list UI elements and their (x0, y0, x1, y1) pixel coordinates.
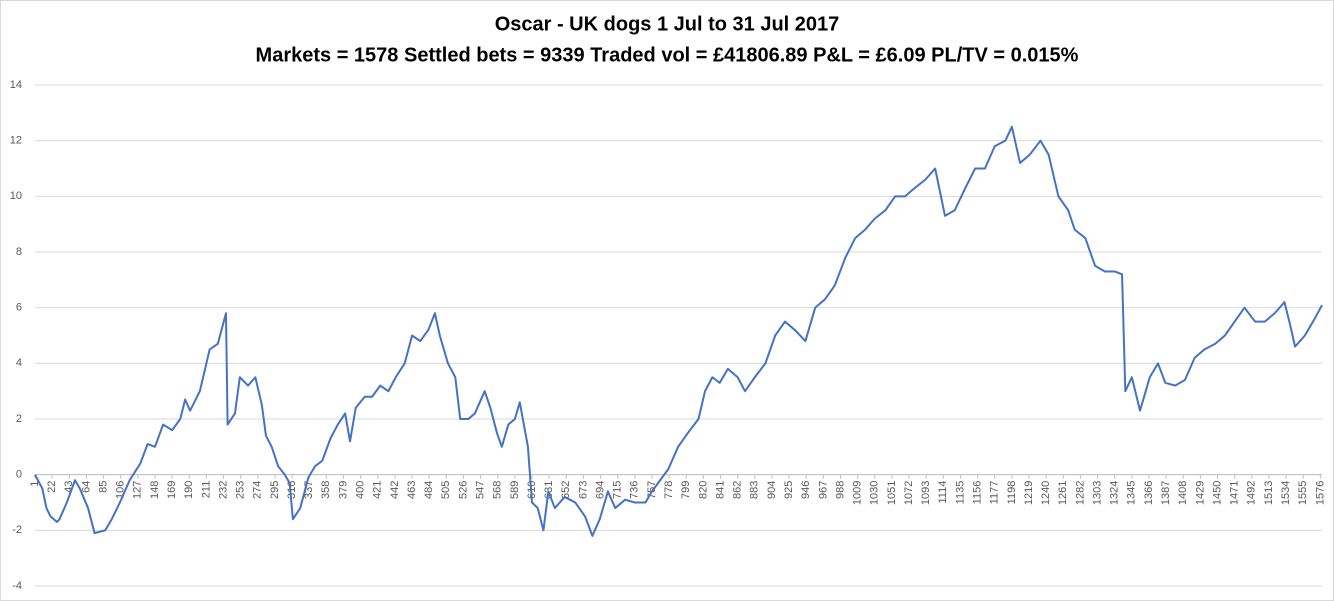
x-tick-label: 64 (80, 481, 92, 493)
x-tick-label: 421 (372, 481, 384, 499)
y-tick-label: 8 (16, 246, 22, 258)
x-tick-label: 883 (749, 481, 761, 499)
x-tick-label: 736 (629, 481, 641, 499)
x-tick-label: 547 (475, 481, 487, 499)
x-tick-label: 925 (783, 481, 795, 499)
x-tick-label: 190 (183, 481, 195, 499)
x-tick-label: 211 (200, 481, 212, 499)
x-tick-label: 652 (560, 481, 572, 499)
x-tick-label: 820 (697, 481, 709, 499)
x-tick-label: 967 (817, 481, 829, 499)
x-tick-label: 1009 (852, 481, 864, 505)
x-tick-label: 1282 (1074, 481, 1086, 505)
x-tick-label: 1240 (1040, 481, 1052, 505)
x-tick-label: 295 (269, 481, 281, 499)
x-tick-label: 1 (29, 481, 41, 487)
x-tick-label: 1219 (1023, 481, 1035, 505)
x-tick-label: 232 (217, 481, 229, 499)
x-tick-label: 589 (509, 481, 521, 499)
x-tick-label: 1135 (954, 481, 966, 505)
x-tick-label: 1429 (1194, 481, 1206, 505)
x-tick-label: 1534 (1280, 481, 1292, 505)
x-tick-label: 358 (320, 481, 332, 499)
x-tick-label: 946 (800, 481, 812, 499)
y-tick-label: -2 (12, 524, 22, 536)
x-tick-label: 484 (423, 481, 435, 499)
x-tick-label: 1051 (886, 481, 898, 505)
chart-subtitle: Markets = 1578 Settled bets = 9339 Trade… (256, 44, 1079, 66)
x-tick-label: 1093 (920, 481, 932, 505)
x-tick-label: 1387 (1160, 481, 1172, 505)
x-tick-label: 799 (680, 481, 692, 499)
y-tick-label: -4 (12, 580, 22, 592)
x-tick-label: 1156 (972, 481, 984, 505)
x-tick-label: 1303 (1091, 481, 1103, 505)
x-tick-label: 253 (235, 481, 247, 499)
x-tick-label: 778 (663, 481, 675, 499)
x-tick-label: 1345 (1126, 481, 1138, 505)
x-tick-label: 379 (337, 481, 349, 499)
x-tick-label: 148 (149, 481, 161, 499)
x-tick-label: 1114 (937, 481, 949, 504)
x-tick-label: 463 (406, 481, 418, 499)
x-tick-label: 1513 (1263, 481, 1275, 505)
data-line (34, 125, 1323, 537)
y-tick-label: 0 (16, 469, 22, 481)
y-tick-label: 6 (16, 302, 22, 314)
x-tick-label: 127 (132, 481, 144, 499)
x-tick-label: 1471 (1229, 481, 1241, 505)
x-tick-label: 1261 (1057, 481, 1069, 505)
x-tick-label: 673 (577, 481, 589, 499)
y-tick-label: 4 (16, 357, 22, 369)
y-tick-label: 2 (16, 413, 22, 425)
x-tick-label: 1450 (1211, 481, 1223, 505)
x-tick-label: 526 (457, 481, 469, 499)
x-tick-label: 1198 (1006, 481, 1018, 505)
x-tick-label: 316 (286, 481, 298, 499)
x-tick-label: 1492 (1246, 481, 1258, 505)
x-tick-label: 1555 (1297, 481, 1309, 505)
chart-title: Oscar - UK dogs 1 Jul to 31 Jul 2017 (495, 13, 840, 35)
y-tick-label: 14 (10, 79, 22, 91)
x-tick-label: 400 (355, 481, 367, 499)
x-tick-label: 568 (492, 481, 504, 499)
x-tick-label: 442 (389, 481, 401, 499)
x-tick-label: 1177 (989, 481, 1001, 505)
x-tick-label: 1030 (869, 481, 881, 505)
x-tick-label: 1366 (1143, 481, 1155, 505)
x-tick-label: 1324 (1109, 481, 1121, 505)
x-tick-label: 988 (834, 481, 846, 499)
x-tick-label: 1408 (1177, 481, 1189, 505)
x-tick-label: 841 (714, 481, 726, 499)
y-tick-label: 10 (10, 190, 22, 202)
x-tick-label: 1576 (1314, 481, 1326, 505)
x-tick-label: 715 (612, 481, 624, 499)
x-tick-label: 169 (166, 481, 178, 499)
x-tick-label: 1072 (903, 481, 915, 505)
x-tick-label: 85 (97, 481, 109, 493)
x-tick-label: 694 (594, 481, 606, 499)
x-tick-label: 631 (543, 481, 555, 499)
y-tick-label: 12 (10, 135, 22, 147)
x-tick-label: 904 (766, 481, 778, 499)
x-tick-label: 274 (252, 481, 264, 499)
x-tick-label: 862 (732, 481, 744, 499)
x-tick-label: 22 (46, 481, 58, 493)
x-tick-label: 505 (440, 481, 452, 499)
